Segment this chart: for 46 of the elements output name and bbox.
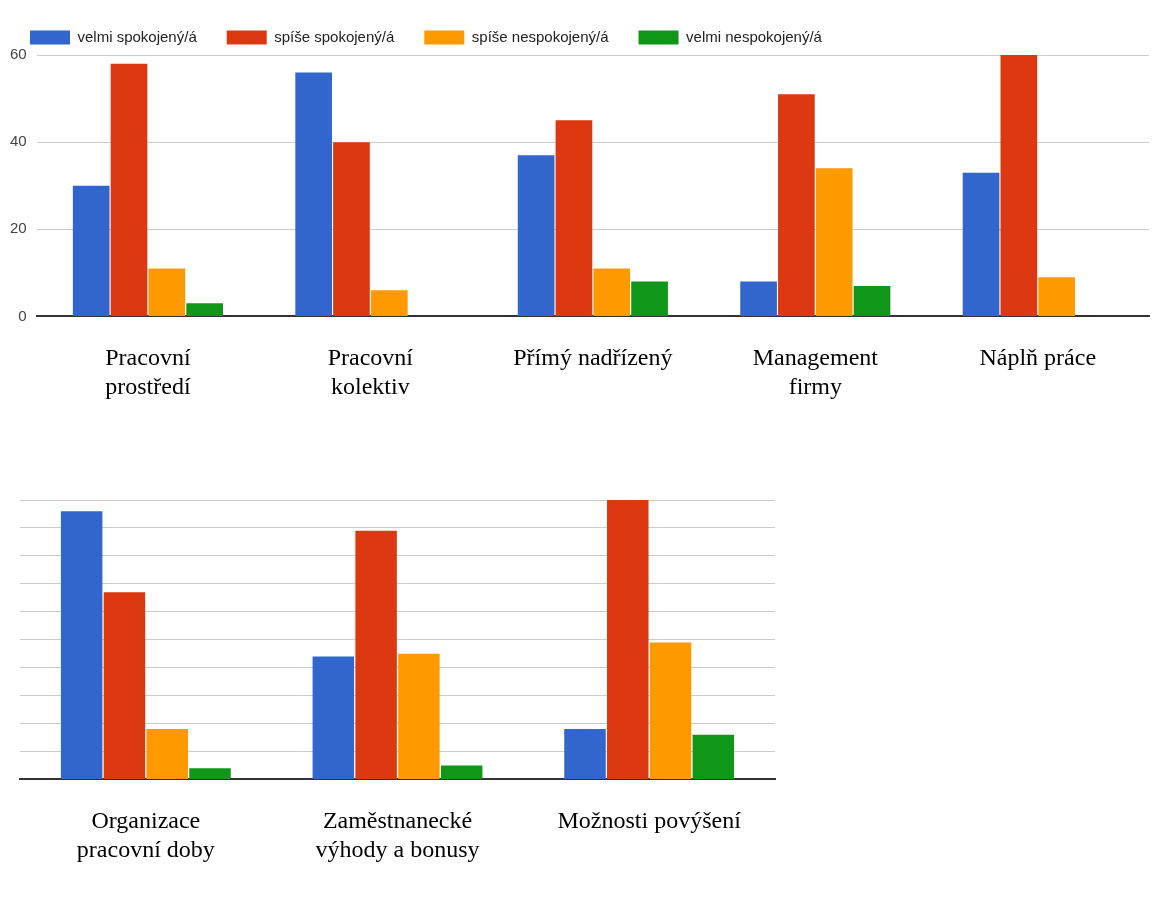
x-tick-label: Management firmy xyxy=(752,344,879,399)
x-tick-label: Pracovní prostředí xyxy=(105,344,191,399)
y-tick-label: 20 xyxy=(10,219,27,237)
bar xyxy=(398,653,440,779)
bar xyxy=(649,642,692,779)
legend-label: velmi nespokojený/á xyxy=(686,27,823,45)
x-tick-label: Zaměstnanecké výhody a bonusy xyxy=(315,807,480,862)
bar xyxy=(692,734,735,779)
x-tick-label: Náplň práce xyxy=(979,344,1097,371)
x-tick-label: Možnosti povýšení xyxy=(557,807,742,834)
x-tick-label: Přímý nadřízený xyxy=(513,344,673,371)
bar xyxy=(740,281,777,316)
bar xyxy=(110,63,148,316)
bar xyxy=(103,592,146,779)
bar xyxy=(333,142,370,316)
bar xyxy=(517,155,555,316)
bar xyxy=(186,303,223,316)
bar xyxy=(853,285,891,316)
bar xyxy=(355,530,397,779)
y-tick-label: 60 xyxy=(10,45,27,63)
bar xyxy=(1038,277,1076,316)
y-tick-label: 0 xyxy=(18,306,27,324)
bar xyxy=(555,120,593,316)
y-tick-label: 40 xyxy=(10,132,27,150)
bar xyxy=(312,656,355,779)
x-tick-label: Pracovní kolektiv xyxy=(327,344,414,399)
bar xyxy=(593,268,631,316)
bar xyxy=(815,168,853,316)
legend-label: spíše spokojený/á xyxy=(274,27,395,45)
bar xyxy=(564,729,606,779)
bar xyxy=(60,511,103,779)
bar xyxy=(631,281,668,316)
legend-label: velmi spokojený/á xyxy=(77,27,198,45)
bar xyxy=(146,729,188,779)
x-tick-label: Organizace pracovní doby xyxy=(76,807,215,862)
bar xyxy=(962,172,1000,316)
bar xyxy=(607,500,649,779)
bar xyxy=(1000,55,1038,316)
bar xyxy=(778,94,815,316)
bar xyxy=(72,185,110,316)
bar xyxy=(148,268,186,316)
bar xyxy=(440,765,483,779)
legend-label: spíše nespokojený/á xyxy=(471,27,610,45)
bar xyxy=(370,290,408,316)
bar xyxy=(295,72,332,316)
bar xyxy=(189,768,231,779)
